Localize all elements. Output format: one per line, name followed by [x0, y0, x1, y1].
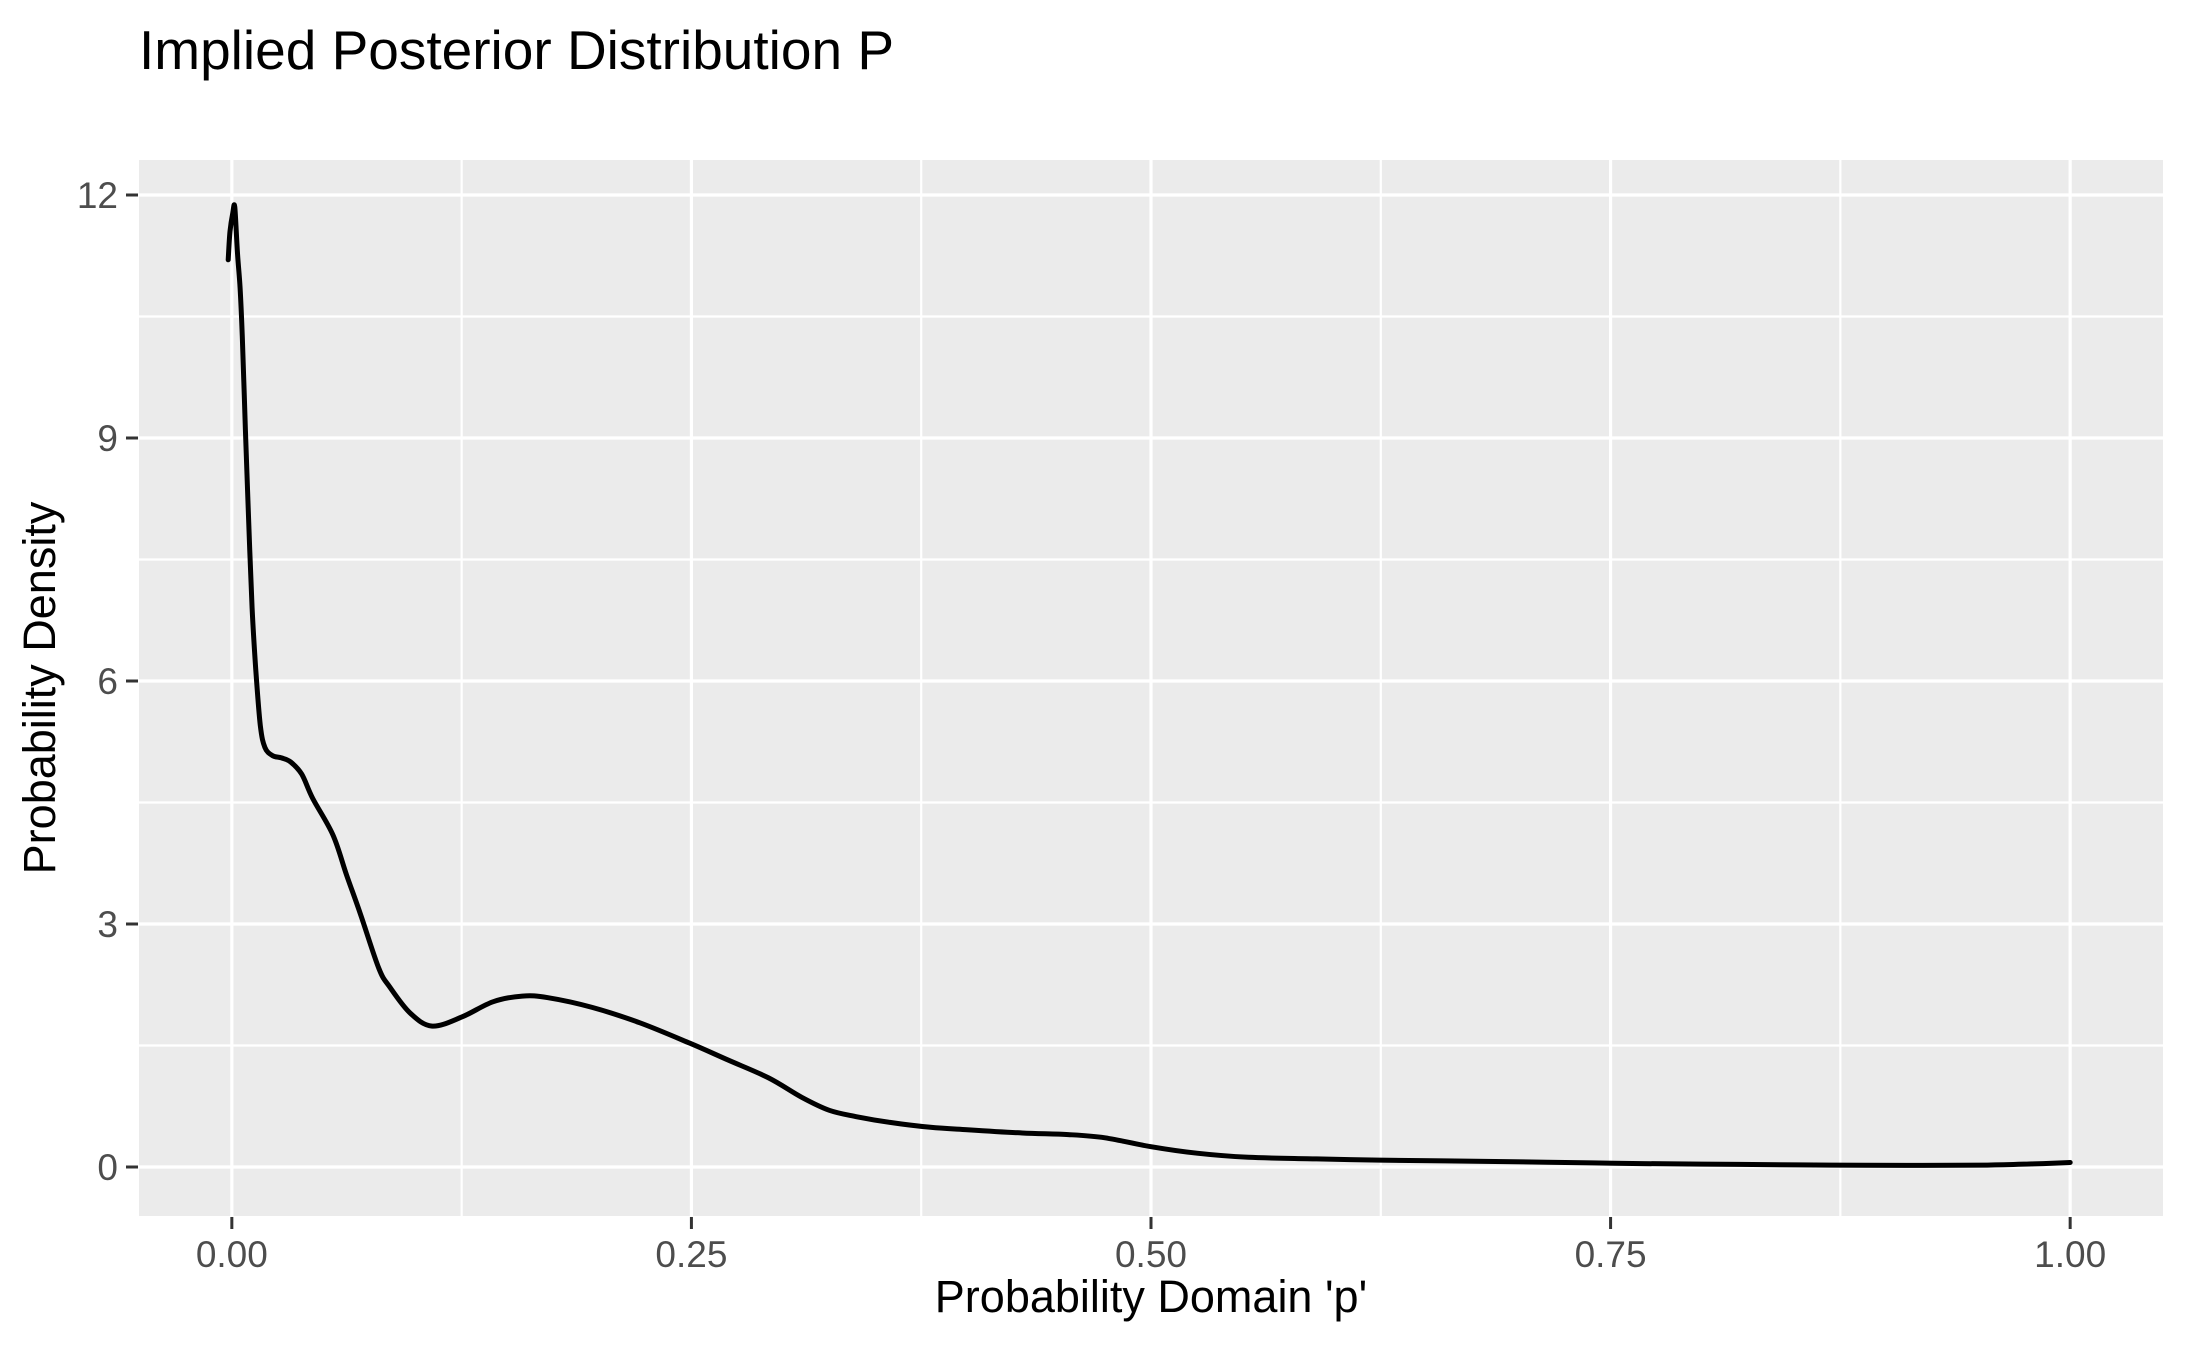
- y-tick-label: 6: [97, 661, 118, 702]
- y-tick-label: 0: [97, 1147, 118, 1188]
- x-tick-label: 1.00: [2034, 1234, 2106, 1275]
- x-tick-label: 0.25: [655, 1234, 727, 1275]
- x-axis-title: Probability Domain 'p': [934, 1271, 1368, 1322]
- plot-title: Implied Posterior Distribution P: [139, 19, 895, 81]
- y-axis-title: Probability Density: [14, 501, 65, 875]
- x-tick-label: 0.75: [1575, 1234, 1647, 1275]
- x-tick-label: 0.00: [196, 1234, 268, 1275]
- x-tick-label: 0.50: [1115, 1234, 1187, 1275]
- y-tick-label: 12: [77, 175, 118, 216]
- density-curve: [225, 202, 2073, 1168]
- y-tick-label: 9: [97, 418, 118, 459]
- y-tick-label: 3: [97, 904, 118, 945]
